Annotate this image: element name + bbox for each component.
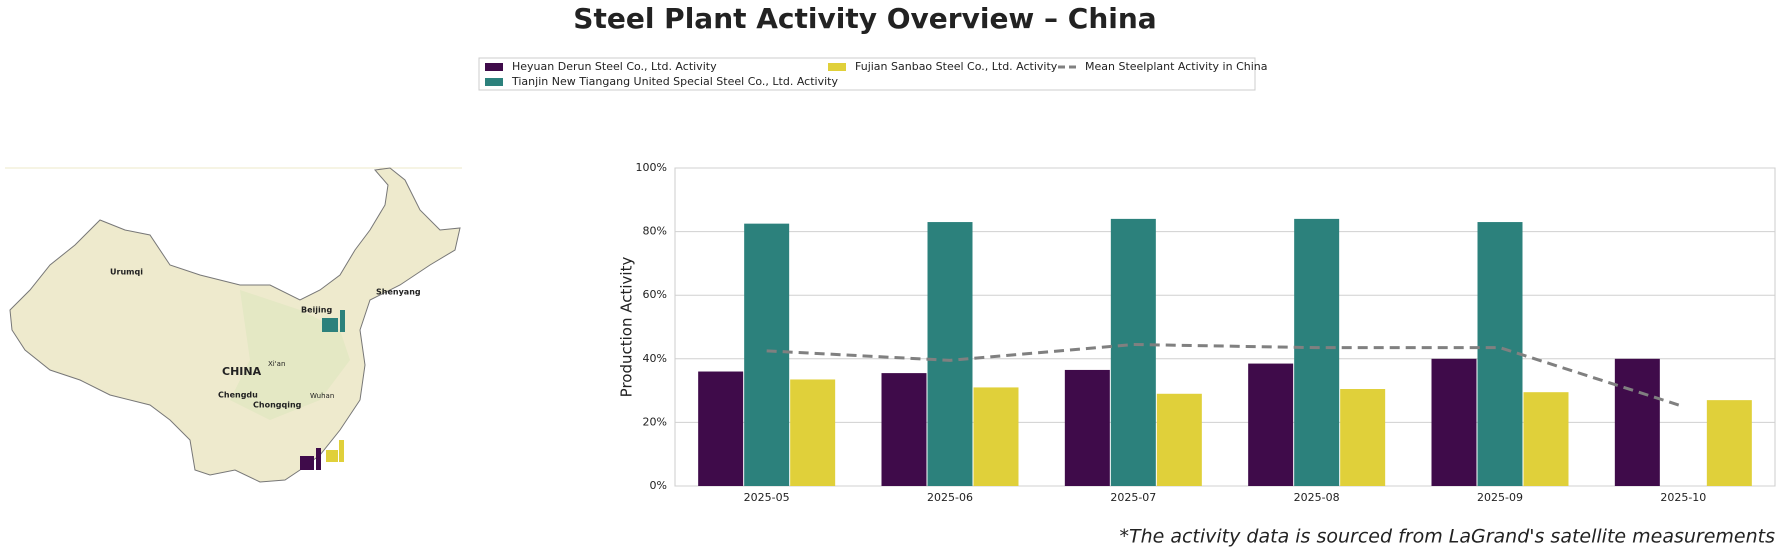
bar bbox=[1064, 369, 1110, 486]
map-label: Urumqi bbox=[110, 268, 143, 277]
y-tick-label: 0% bbox=[650, 479, 667, 492]
x-tick-label: 2025-05 bbox=[744, 491, 790, 504]
bar bbox=[1523, 392, 1569, 486]
legend-box bbox=[478, 57, 1256, 91]
x-tick-label: 2025-09 bbox=[1477, 491, 1523, 504]
bar bbox=[973, 387, 1019, 486]
legend-label: Tianjin New Tiangang United Special Stee… bbox=[511, 75, 838, 88]
y-tick-label: 20% bbox=[643, 415, 667, 428]
bar bbox=[744, 223, 790, 486]
bar bbox=[1248, 363, 1294, 486]
legend-swatch bbox=[485, 63, 503, 71]
bar bbox=[790, 379, 836, 486]
y-axis-label: Production Activity bbox=[618, 257, 636, 398]
map-label: Chengdu bbox=[218, 391, 258, 400]
map-label: Xi'an bbox=[268, 360, 285, 368]
x-tick-label: 2025-06 bbox=[927, 491, 973, 504]
x-tick-label: 2025-08 bbox=[1294, 491, 1340, 504]
bar bbox=[1156, 393, 1202, 486]
map-label: Wuhan bbox=[310, 392, 334, 400]
plant-icon bbox=[326, 440, 344, 462]
map-label: Chongqing bbox=[253, 401, 302, 410]
y-tick-label: 80% bbox=[643, 225, 667, 238]
y-tick-label: 40% bbox=[643, 352, 667, 365]
footnote: *The activity data is sourced from LaGra… bbox=[1119, 526, 1775, 548]
chart-title: Steel Plant Activity Overview – China bbox=[573, 2, 1156, 35]
map-label: CHINA bbox=[222, 365, 262, 378]
map-country bbox=[9, 167, 461, 483]
plant-icon bbox=[300, 448, 321, 470]
x-tick-label: 2025-07 bbox=[1110, 491, 1156, 504]
bar bbox=[1110, 218, 1156, 486]
bar bbox=[1706, 400, 1752, 486]
legend-swatch bbox=[485, 78, 503, 86]
x-tick-label: 2025-10 bbox=[1660, 491, 1706, 504]
bar bbox=[1294, 218, 1340, 486]
map-label: Beijing bbox=[301, 306, 332, 315]
plant-icon bbox=[322, 310, 345, 332]
bar bbox=[1614, 358, 1660, 486]
legend-label: Heyuan Derun Steel Co., Ltd. Activity bbox=[512, 60, 717, 73]
map bbox=[5, 167, 462, 483]
y-tick-label: 100% bbox=[636, 161, 667, 174]
mean-line bbox=[766, 342, 1684, 408]
legend-label: Mean Steelplant Activity in China bbox=[1085, 60, 1268, 73]
bar bbox=[698, 371, 744, 486]
bar bbox=[1431, 358, 1477, 486]
map-relief bbox=[230, 290, 350, 420]
map-label: Shenyang bbox=[376, 288, 421, 297]
y-tick-label: 60% bbox=[643, 288, 667, 301]
legend-swatch bbox=[828, 63, 846, 71]
bar bbox=[881, 373, 927, 486]
bar bbox=[1340, 389, 1386, 486]
legend-label: Fujian Sanbao Steel Co., Ltd. Activity bbox=[855, 60, 1058, 73]
bar bbox=[927, 222, 973, 486]
plot-frame bbox=[674, 167, 1776, 487]
bar bbox=[1477, 222, 1523, 486]
